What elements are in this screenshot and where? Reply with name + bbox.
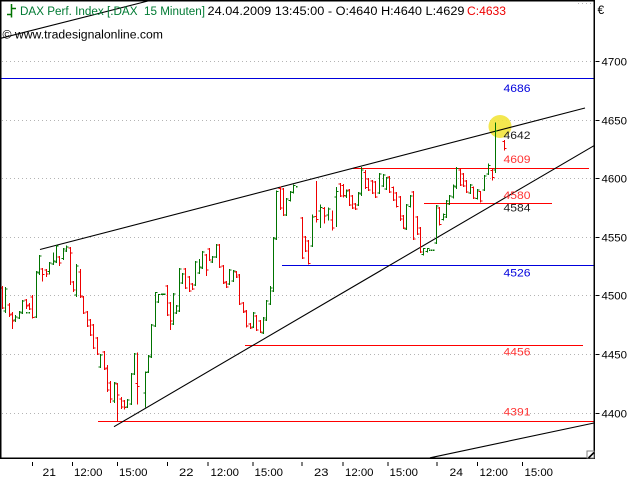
svg-text:4580: 4580 — [504, 190, 531, 202]
svg-text:4600: 4600 — [602, 174, 628, 186]
svg-text:4584: 4584 — [504, 203, 531, 215]
svg-text:4526: 4526 — [504, 268, 531, 280]
svg-text:15:00: 15:00 — [255, 467, 284, 479]
svg-text:4650: 4650 — [602, 116, 628, 128]
svg-text:12:00: 12:00 — [74, 467, 103, 479]
svg-text:21: 21 — [43, 467, 57, 479]
svg-text:© www.tradesignalonline.com: © www.tradesignalonline.com — [3, 30, 164, 42]
svg-text:4391: 4391 — [504, 407, 531, 419]
svg-text:4550: 4550 — [602, 233, 628, 245]
svg-text:12:00: 12:00 — [480, 467, 509, 479]
svg-text:24.04.2009 13:45:00 - O:4640 H: 24.04.2009 13:45:00 - O:4640 H:4640 L:46… — [208, 6, 465, 18]
svg-text:4686: 4686 — [504, 83, 531, 95]
svg-text:4500: 4500 — [602, 291, 628, 303]
svg-text:4456: 4456 — [504, 347, 531, 359]
svg-text:4609: 4609 — [504, 154, 531, 166]
svg-text:12:00: 12:00 — [345, 467, 374, 479]
svg-text:€: € — [598, 3, 605, 17]
svg-text:23: 23 — [314, 467, 329, 479]
svg-text:15:00: 15:00 — [525, 467, 554, 479]
svg-text:24: 24 — [450, 467, 464, 479]
svg-text:C:4633: C:4633 — [467, 6, 506, 18]
svg-text:4642: 4642 — [504, 130, 531, 142]
svg-text:4450: 4450 — [602, 350, 628, 362]
svg-text:4700: 4700 — [602, 57, 628, 69]
svg-text:15:00: 15:00 — [119, 467, 148, 479]
svg-text:22: 22 — [179, 467, 194, 479]
svg-text:15:00: 15:00 — [390, 467, 419, 479]
svg-text:DAX Perf. Index [.DAX 15 Minu: DAX Perf. Index [.DAX 15 Minuten] — [20, 6, 205, 18]
svg-text:12:00: 12:00 — [211, 467, 240, 479]
svg-text:4400: 4400 — [602, 409, 628, 421]
